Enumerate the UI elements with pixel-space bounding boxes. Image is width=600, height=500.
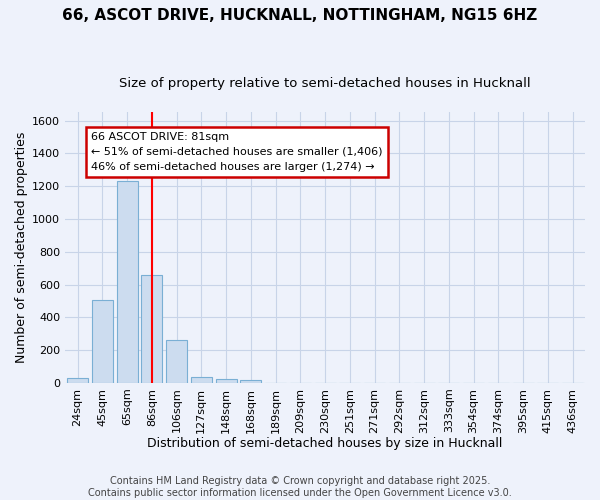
Bar	[92, 300, 113, 383]
Bar	[240, 380, 262, 383]
Text: 66, ASCOT DRIVE, HUCKNALL, NOTTINGHAM, NG15 6HZ: 66, ASCOT DRIVE, HUCKNALL, NOTTINGHAM, N…	[62, 8, 538, 22]
Bar	[166, 340, 187, 383]
Y-axis label: Number of semi-detached properties: Number of semi-detached properties	[15, 132, 28, 364]
Bar	[191, 376, 212, 383]
Title: Size of property relative to semi-detached houses in Hucknall: Size of property relative to semi-detach…	[119, 78, 531, 90]
Text: Contains HM Land Registry data © Crown copyright and database right 2025.
Contai: Contains HM Land Registry data © Crown c…	[88, 476, 512, 498]
Bar	[116, 181, 137, 383]
Bar	[215, 379, 236, 383]
Text: 66 ASCOT DRIVE: 81sqm
← 51% of semi-detached houses are smaller (1,406)
46% of s: 66 ASCOT DRIVE: 81sqm ← 51% of semi-deta…	[91, 132, 383, 172]
Bar	[67, 378, 88, 383]
Bar	[141, 274, 163, 383]
X-axis label: Distribution of semi-detached houses by size in Hucknall: Distribution of semi-detached houses by …	[148, 437, 503, 450]
